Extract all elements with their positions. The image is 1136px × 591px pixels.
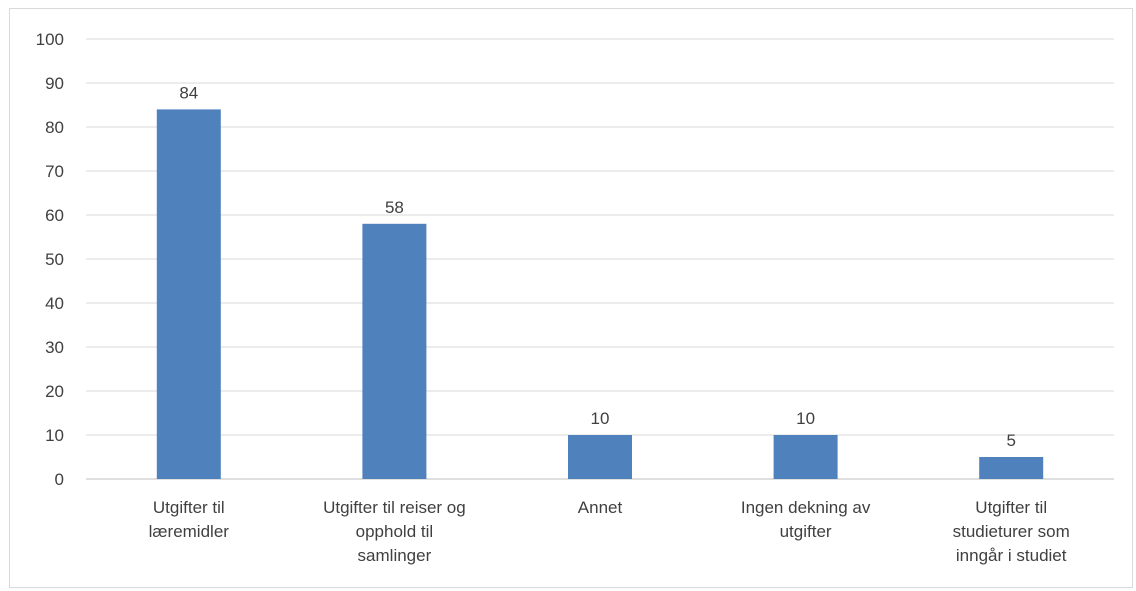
x-tick-label-line: Annet	[578, 498, 623, 517]
data-label: 10	[591, 409, 610, 428]
data-label: 10	[796, 409, 815, 428]
y-tick-label: 70	[45, 162, 64, 181]
x-tick-label-line: Utgifter til	[153, 498, 225, 517]
x-tick-label-line: Utgifter til reiser og	[323, 498, 466, 517]
x-tick-label-line: Ingen dekning av	[741, 498, 871, 517]
bar	[362, 223, 427, 479]
data-label: 84	[179, 83, 198, 102]
y-tick-label: 80	[45, 118, 64, 137]
data-label: 5	[1006, 431, 1015, 450]
y-tick-label: 100	[36, 30, 64, 49]
bar	[568, 435, 632, 479]
y-tick-label: 10	[45, 426, 64, 445]
bar	[773, 435, 838, 479]
x-tick-label: Utgifter til reiser og opphold til samling…	[323, 498, 466, 565]
x-tick-label-line: utgifter	[780, 522, 832, 541]
x-tick-label: Utgifter til studieturer som inngår i stud…	[953, 498, 1070, 565]
x-tick-label-line: studieturer som	[953, 522, 1070, 541]
y-tick-label: 90	[45, 74, 64, 93]
y-tick-label: 30	[45, 338, 64, 357]
x-tick-label: Annet	[578, 498, 623, 517]
x-tick-label-line: Utgifter til	[975, 498, 1047, 517]
x-tick-label-line: samlinger	[358, 546, 432, 565]
y-tick-label: 50	[45, 250, 64, 269]
y-tick-label: 40	[45, 294, 64, 313]
x-tick-label-line: inngår i studiet	[956, 546, 1067, 565]
x-tick-label-line: opphold til	[356, 522, 434, 541]
data-label: 58	[385, 198, 404, 217]
bar	[156, 109, 221, 480]
x-tick-label: Ingen dekning av utgifter	[741, 498, 871, 541]
y-tick-label: 0	[55, 470, 64, 489]
x-tick-label: Utgifter til læremidler	[149, 498, 230, 541]
y-tick-label: 20	[45, 382, 64, 401]
bar	[979, 457, 1044, 479]
y-tick-label: 60	[45, 206, 64, 225]
x-tick-label-line: læremidler	[149, 522, 230, 541]
